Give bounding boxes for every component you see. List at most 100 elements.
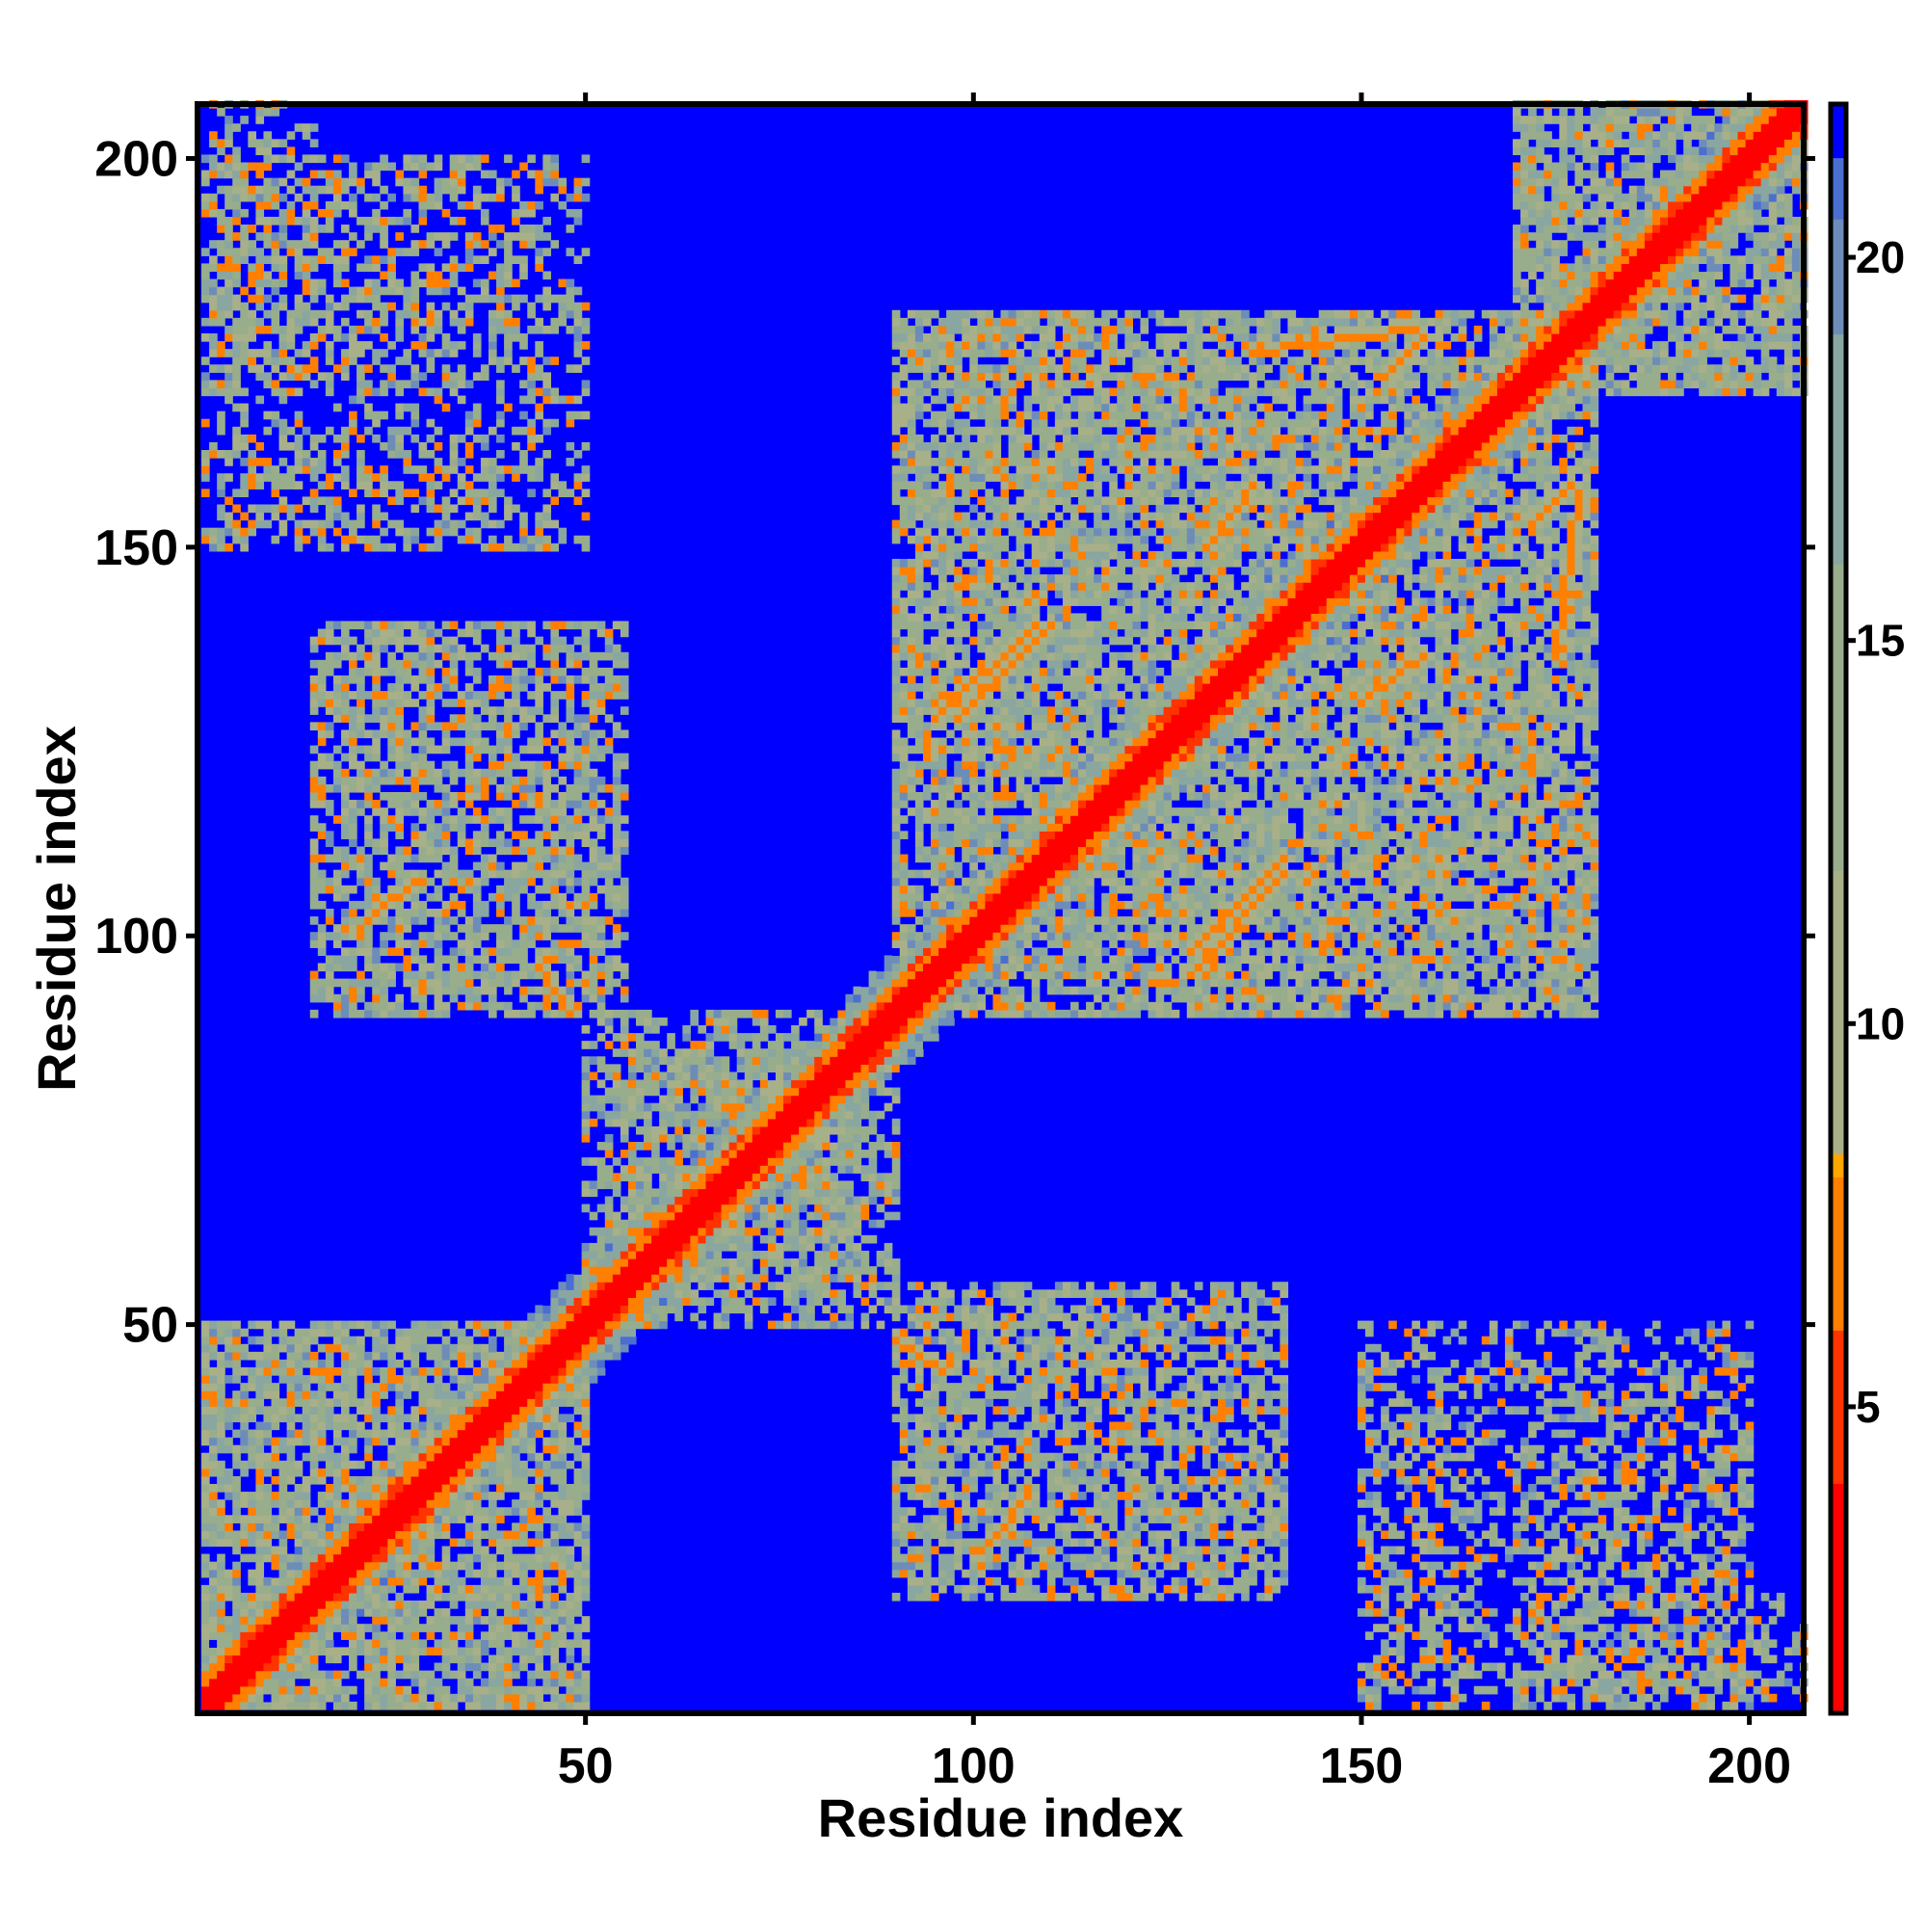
heatmap-cell (542, 1001, 552, 1011)
heatmap-cell (535, 1406, 543, 1415)
heatmap-cell (325, 426, 334, 436)
heatmap-cell (278, 1437, 288, 1446)
heatmap-cell (558, 1312, 568, 1322)
heatmap-cell (286, 1584, 296, 1594)
heatmap-cell (403, 1009, 412, 1019)
heatmap-cell (340, 644, 350, 653)
heatmap-cell (340, 302, 350, 311)
heatmap-cell (403, 691, 412, 700)
heatmap-cell (480, 1647, 489, 1656)
heatmap-cell (410, 1576, 420, 1586)
heatmap-cell (589, 924, 598, 933)
heatmap-cell (263, 1576, 273, 1586)
heatmap-cell (217, 1631, 225, 1640)
heatmap-cell (395, 737, 405, 747)
heatmap-cell (317, 1569, 327, 1578)
heatmap-cell (527, 380, 536, 389)
heatmap-cell (480, 1639, 489, 1649)
heatmap-cell (224, 496, 233, 506)
heatmap-cell (449, 791, 459, 801)
heatmap-cell (224, 1654, 233, 1664)
heatmap-cell (395, 1390, 405, 1399)
heatmap-cell (519, 357, 528, 365)
heatmap-cell (372, 1631, 381, 1640)
heatmap-cell (519, 815, 528, 824)
heatmap-cell (441, 800, 451, 808)
heatmap-cell (410, 504, 420, 514)
heatmap-cell (418, 1515, 428, 1523)
heatmap-cell (457, 1001, 466, 1011)
heatmap-cell (224, 131, 233, 140)
heatmap-cell (596, 1165, 606, 1174)
heatmap-cell (480, 1421, 489, 1431)
heatmap-cell (209, 294, 218, 304)
heatmap-cell (387, 815, 396, 824)
heatmap-cell (488, 621, 497, 630)
heatmap-cell (527, 940, 536, 948)
heatmap-cell (464, 1001, 474, 1011)
heatmap-cell (387, 519, 396, 529)
heatmap-cell (209, 1670, 218, 1680)
heatmap-cell (434, 1001, 443, 1011)
heatmap-cell (201, 271, 210, 280)
heatmap-cell (209, 278, 218, 288)
heatmap-cell (410, 1515, 420, 1523)
heatmap-cell (504, 1351, 513, 1361)
heatmap-cell (472, 1366, 482, 1376)
heatmap-cell (496, 1001, 505, 1011)
heatmap-cell (240, 1670, 249, 1680)
heatmap-cell (380, 1468, 388, 1477)
heatmap-cell (232, 341, 241, 350)
heatmap-cell (519, 621, 528, 630)
heatmap-cell (325, 200, 334, 210)
heatmap-cell (512, 1693, 520, 1703)
heatmap-cell (519, 1631, 528, 1640)
heatmap-cell (527, 1484, 536, 1493)
heatmap-cell (496, 885, 505, 894)
heatmap-cell (418, 1624, 428, 1632)
heatmap-cell (410, 1654, 420, 1664)
heatmap-cell (364, 659, 373, 669)
heatmap-cell (372, 628, 381, 638)
heatmap-cell (464, 800, 474, 808)
heatmap-cell (550, 1444, 560, 1454)
heatmap-cell (418, 714, 428, 723)
heatmap-cell (496, 783, 505, 793)
heatmap-cell (410, 193, 420, 202)
heatmap-cell (480, 854, 489, 863)
heatmap-cell (325, 877, 334, 887)
heatmap-cell (240, 473, 249, 482)
heatmap-cell (263, 426, 273, 436)
heatmap-cell (349, 1576, 357, 1586)
heatmap-cell (387, 1499, 396, 1508)
heatmap-cell (201, 1375, 210, 1384)
heatmap-cell (426, 1452, 436, 1462)
heatmap-cell (332, 675, 342, 684)
heatmap-cell (464, 691, 474, 700)
heatmap-cell (449, 1406, 459, 1415)
heatmap-cell (349, 1561, 357, 1571)
heatmap-cell (232, 380, 241, 389)
heatmap-cell (387, 1515, 396, 1523)
heatmap-cell (550, 706, 560, 715)
heatmap-cell (403, 465, 412, 474)
heatmap-cell (527, 1429, 536, 1439)
heatmap-cell (248, 278, 256, 288)
heatmap-cell (356, 986, 365, 995)
heatmap-cell (248, 333, 256, 342)
heatmap-cell (426, 877, 436, 887)
heatmap-cell (527, 395, 536, 405)
heatmap-cell (395, 1608, 405, 1617)
heatmap-cell (278, 263, 288, 273)
heatmap-cell (332, 745, 342, 754)
heatmap-cell (535, 1522, 543, 1532)
heatmap-cell (325, 1522, 334, 1532)
heatmap-cell (278, 481, 288, 490)
heatmap-cell (519, 776, 528, 785)
heatmap-cell (434, 1351, 443, 1361)
heatmap-cell (496, 651, 505, 661)
heatmap-cell (512, 364, 520, 373)
heatmap-cell (232, 1592, 241, 1601)
heatmap-cell (581, 737, 591, 747)
heatmap-cell (217, 302, 225, 311)
